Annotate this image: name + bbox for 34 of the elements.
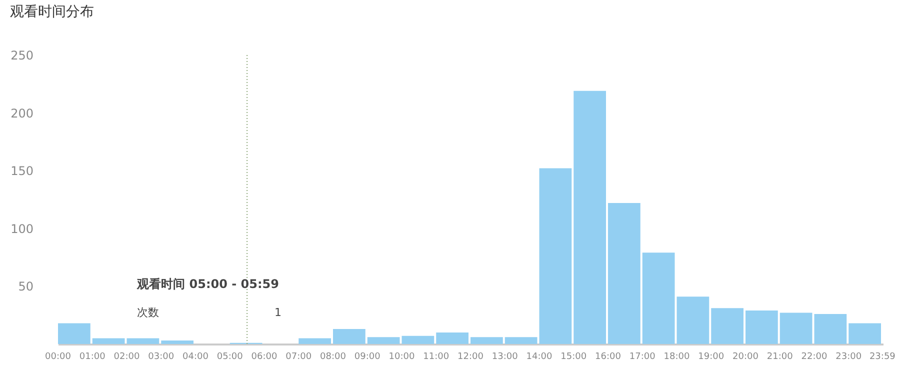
x-tick-label: 01:00: [79, 352, 106, 362]
y-tick-label: 50: [18, 280, 34, 294]
x-tick-label: 20:00: [732, 352, 759, 362]
chart-title: 观看时间分布: [10, 4, 94, 20]
x-tick-label: 19:00: [698, 352, 724, 362]
annotation: 次数: [137, 306, 160, 319]
x-tick-label: 05:00: [216, 352, 244, 362]
x-tick-label: 15:00: [560, 352, 587, 362]
x-tick-label: 11:00: [423, 352, 450, 362]
x-tick-label: 22:00: [801, 352, 828, 362]
y-tick-label: 150: [10, 164, 34, 178]
x-tick-label: 16:00: [595, 352, 622, 362]
x-tick-label: 13:00: [492, 352, 518, 362]
x-tick-label: 10:00: [388, 352, 415, 362]
y-tick-label: 200: [10, 106, 34, 120]
x-tick-label: 12:00: [458, 352, 484, 362]
x-tick-label: 23:00: [836, 352, 862, 362]
y-tick-label: 100: [10, 222, 34, 236]
x-tick-label: 23:59: [869, 352, 896, 362]
x-tick-label: 08:00: [320, 352, 346, 362]
x-tick-label: 17:00: [629, 352, 656, 362]
x-tick-label: 14:00: [526, 352, 552, 362]
x-tick-label: 06:00: [251, 352, 278, 362]
y-tick-label: 250: [10, 48, 34, 62]
x-tick-label: 21:00: [766, 352, 794, 362]
x-tick-label: 18:00: [664, 352, 690, 362]
x-tick-label: 00:00: [45, 352, 72, 362]
annotation: 观看时间 05:00 - 05:59: [136, 276, 279, 291]
x-tick-label: 09:00: [354, 352, 381, 362]
x-tick-label: 04:00: [182, 352, 209, 362]
x-tick-label: 03:00: [148, 352, 174, 362]
x-tick-label: 07:00: [286, 352, 312, 362]
annotation: 1: [274, 306, 282, 319]
x-tick-label: 02:00: [114, 352, 140, 362]
